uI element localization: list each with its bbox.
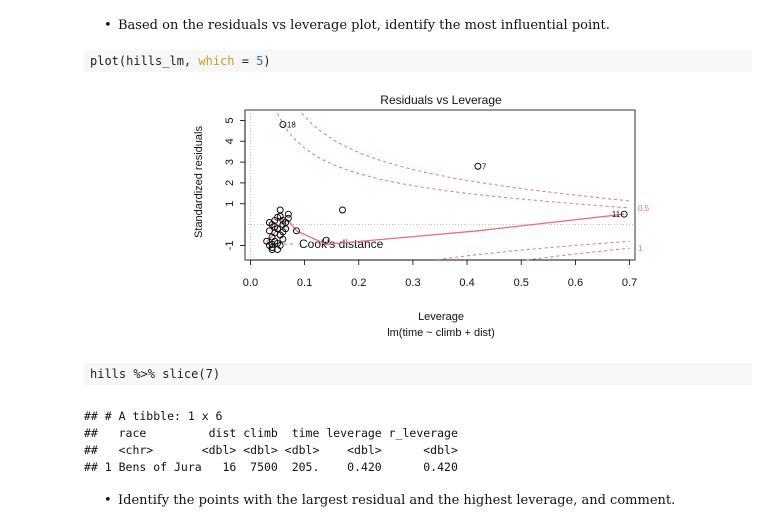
code-chunk-slice: hills %>% slice(7)	[84, 363, 752, 385]
x-tick-label: 0.0	[243, 277, 258, 289]
data-point	[293, 227, 300, 235]
data-point	[265, 227, 273, 235]
x-tick-label: 0.2	[351, 277, 366, 289]
y-axis-label: Standardized residuals	[193, 126, 205, 238]
bullet-question-2: • Identify the points with the largest re…	[104, 493, 675, 509]
chart-svg: Residuals vs Leverage Leverage lm(time ~…	[193, 93, 650, 339]
bullet-text: Based on the residuals vs leverage plot,…	[118, 18, 610, 33]
bullet-dot: •	[104, 18, 112, 33]
cook-curve-1-upper	[301, 112, 630, 202]
residuals-leverage-plot: Residuals vs Leverage Leverage lm(time ~…	[193, 93, 650, 339]
y-tick-label: 4	[224, 138, 236, 144]
data-point	[268, 240, 276, 248]
output-line: ## # A tibble: 1 x 6	[84, 409, 223, 423]
data-point	[265, 219, 273, 226]
data-point	[263, 237, 271, 245]
code-arg: which	[198, 54, 235, 68]
y-tick-label: 1	[224, 201, 236, 207]
y-tick-label: 3	[224, 159, 236, 165]
data-point	[271, 223, 279, 231]
data-point	[276, 241, 284, 249]
data-point	[339, 206, 346, 214]
cook-curve-0.5-upper	[277, 113, 630, 209]
data-point	[279, 228, 287, 236]
y-tick-label: -1	[224, 241, 236, 251]
data-point	[620, 210, 628, 218]
point-label: 7	[482, 162, 487, 171]
point-label: 11	[612, 210, 621, 219]
cook-curve-1-lower	[526, 247, 630, 261]
data-point	[274, 213, 281, 221]
code-chunk-plot: plot(hills_lm, which = 5)	[84, 50, 752, 72]
code-text: hills %>% slice(7)	[90, 367, 221, 381]
code-fn: plot(hills_lm,	[90, 54, 199, 68]
bullet-dot: •	[104, 493, 112, 508]
cook-label: 1	[638, 244, 643, 253]
data-point	[279, 121, 287, 129]
point-label: 18	[287, 121, 296, 130]
output-line: ## <chr> <dbl> <dbl> <dbl> <dbl> <dbl>	[84, 443, 458, 457]
data-point	[322, 236, 330, 244]
cook-label: 0.5	[638, 204, 650, 213]
x-tick-label: 0.7	[622, 277, 637, 289]
data-point	[268, 246, 276, 254]
chart-marks: 0.0 0.1 0.2 0.3 0.4 0.5 0.6 0.7 -1 1 2 3 4 5 0.5 1 Cook'…	[224, 110, 650, 289]
smooth-line	[266, 213, 625, 246]
code-close: )	[263, 54, 271, 68]
bullet-question-1: • Based on the residuals vs leverage plot…	[104, 18, 610, 34]
x-axis-sublabel: lm(time ~ climb + dist)	[387, 327, 495, 339]
legend-text: Cook's distance	[299, 237, 384, 251]
output-line: ## 1 Bens of Jura 16 7500 205. 0.420 0.4…	[84, 460, 458, 474]
code-output: ## # A tibble: 1 x 6 ## race dist climb t…	[84, 408, 458, 476]
x-tick-label: 0.5	[514, 277, 529, 289]
data-point	[284, 210, 292, 218]
x-tick-label: 0.3	[405, 277, 420, 289]
output-line: ## race dist climb time leverage r_lever…	[84, 426, 458, 440]
x-axis-label: Leverage	[418, 311, 464, 323]
chart-title: Residuals vs Leverage	[380, 93, 502, 107]
y-tick-label: 5	[224, 117, 236, 123]
cook-curve-0.5-lower	[437, 240, 630, 261]
y-tick-label: 2	[224, 180, 236, 186]
code-eq: =	[234, 54, 257, 68]
x-tick-label: 0.6	[568, 277, 583, 289]
data-point	[276, 206, 284, 214]
data-point	[279, 235, 287, 243]
data-point	[284, 214, 292, 222]
x-tick-label: 0.4	[459, 277, 474, 289]
data-point	[474, 162, 482, 170]
bullet-text: Identify the points with the largest res…	[118, 493, 676, 508]
x-tick-label: 0.1	[297, 277, 312, 289]
code-val: 5	[256, 54, 264, 68]
